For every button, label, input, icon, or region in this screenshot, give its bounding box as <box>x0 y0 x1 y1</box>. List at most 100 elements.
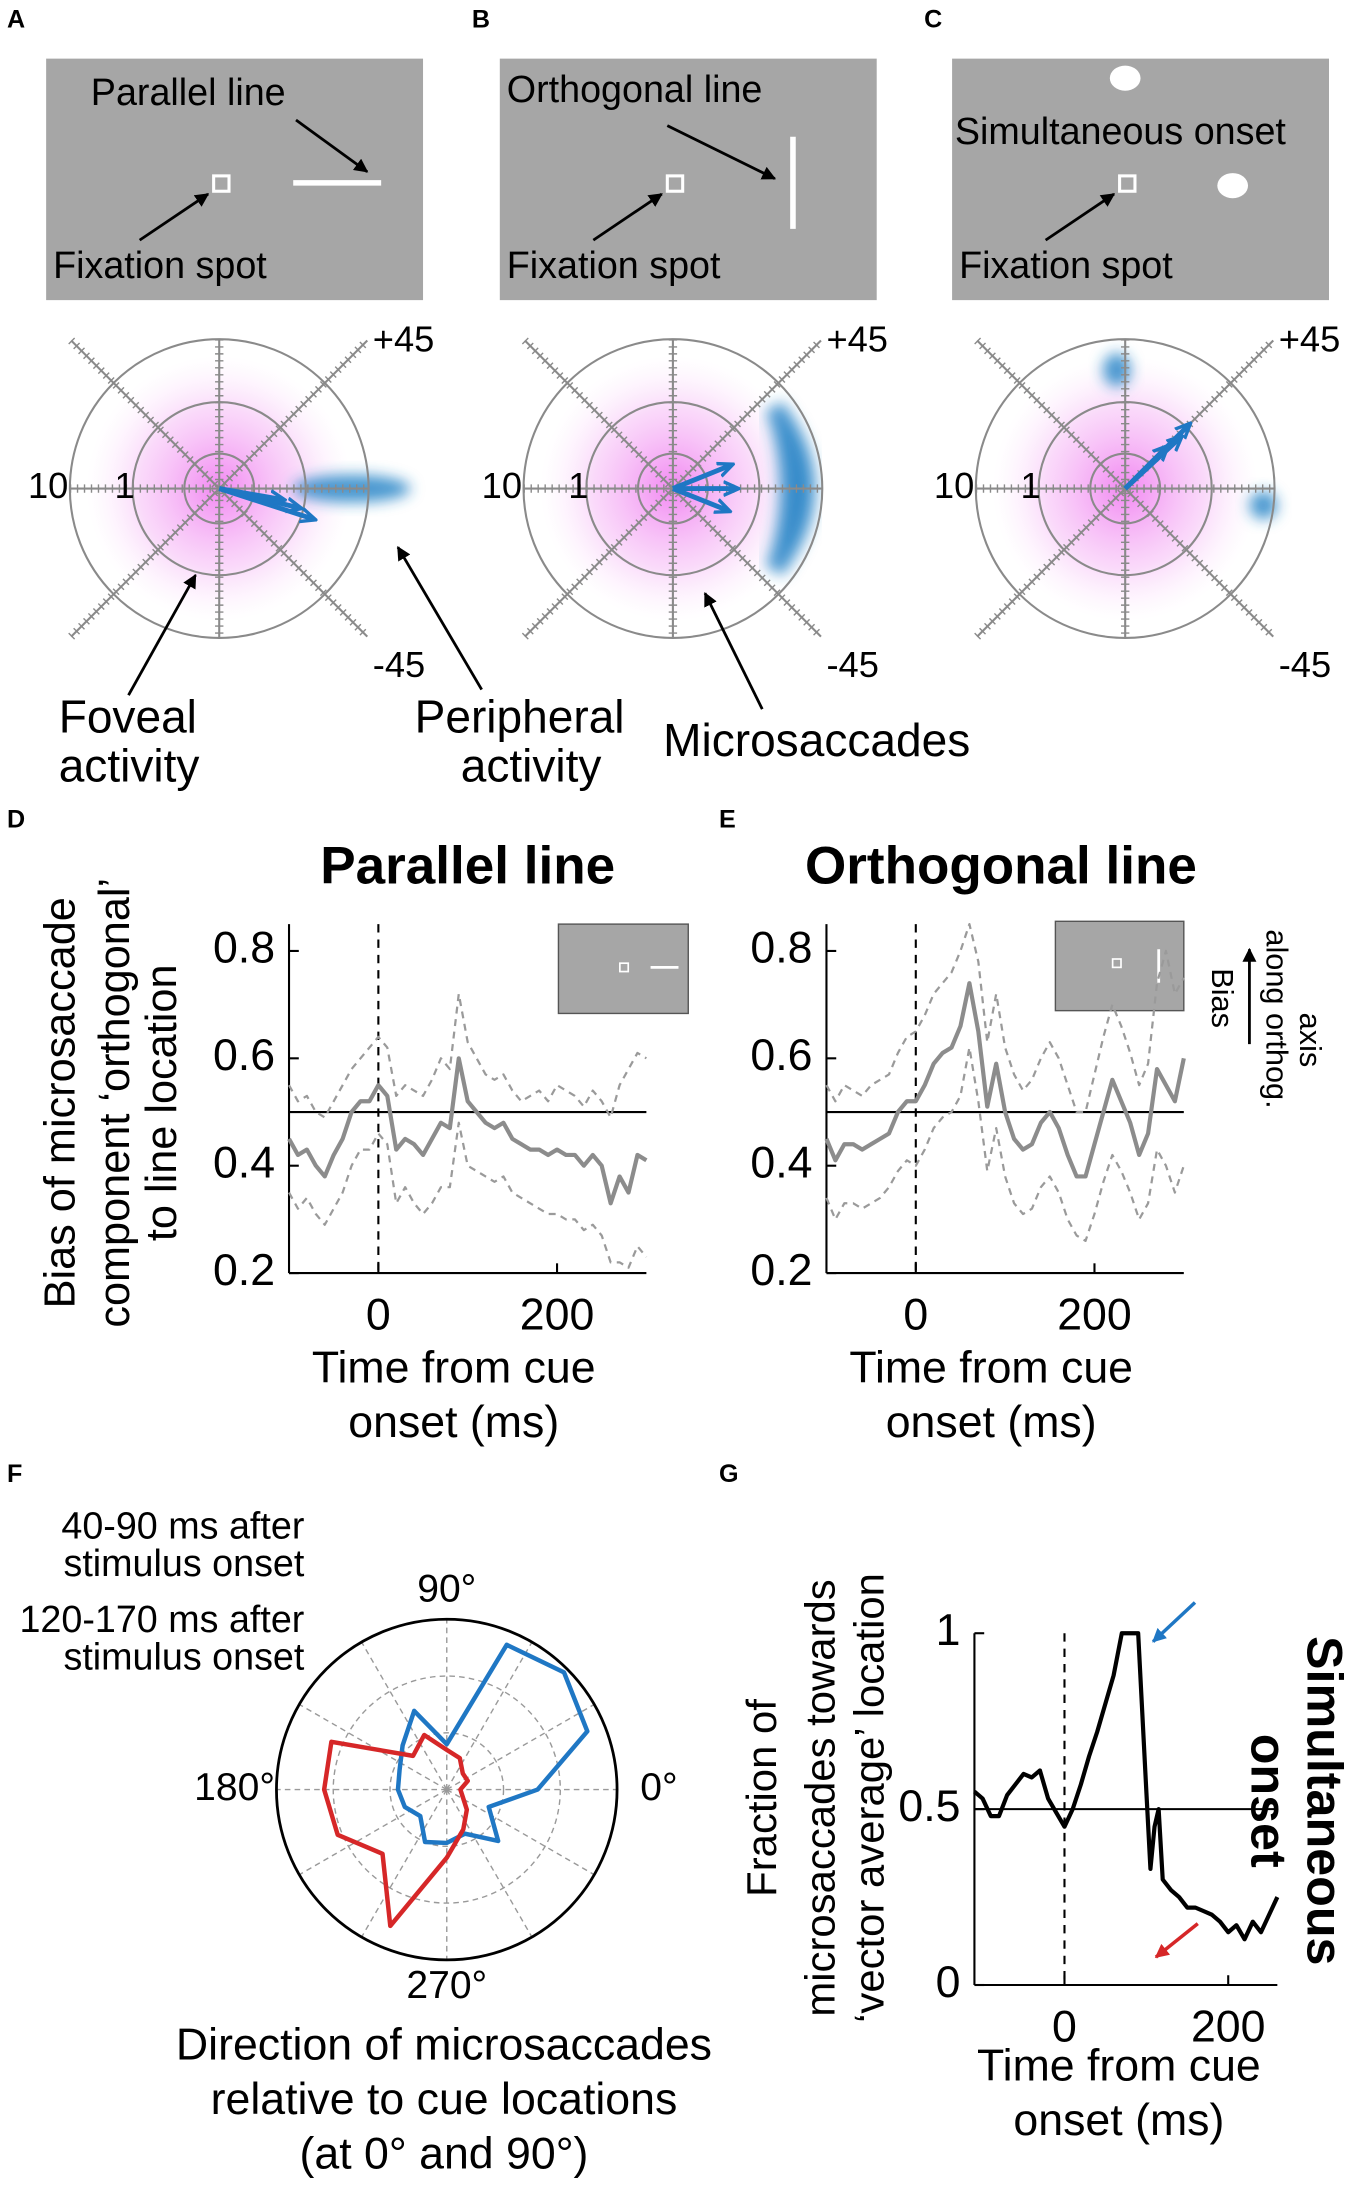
arrow <box>127 573 197 696</box>
fixation-label: Fixation spot <box>507 244 721 286</box>
side-label: Bias <box>1205 968 1240 1028</box>
y-axis-label: component ‘orthogonal’ <box>91 878 139 1328</box>
ring-label: 10 <box>482 465 522 506</box>
x-axis-label: onset (ms) <box>886 1398 1097 1447</box>
arrow <box>138 192 210 242</box>
x-axis-label: onset (ms) <box>348 1398 559 1447</box>
y-tick-label: 0.2 <box>750 1246 812 1295</box>
y-tick-label: 0 <box>936 1958 961 2007</box>
x-axis-label: Direction of microsaccades <box>176 2021 712 2070</box>
polar-frame <box>275 1617 619 1962</box>
data-line <box>825 1046 1185 1242</box>
theta-label: 90° <box>417 1568 476 1611</box>
y-axis-label: ‘vector average’ location <box>846 1573 893 2023</box>
ring-label: 10 <box>934 465 974 506</box>
angle-label: +45 <box>1279 319 1341 360</box>
note: activity <box>461 739 602 791</box>
y-axis-label: to line location <box>138 964 186 1241</box>
panel-letter: G <box>719 1460 739 1488</box>
stimulus-screen <box>46 58 424 301</box>
theta-grid <box>298 1788 448 1876</box>
stimulus-screen <box>952 58 1329 301</box>
ring-label: 1 <box>1020 465 1040 506</box>
x-tick-label: 0 <box>366 1291 391 1340</box>
arrow <box>218 486 283 500</box>
legend-entry: 40-90 ms after <box>61 1504 304 1546</box>
arrow <box>671 465 732 491</box>
data-line <box>824 981 1186 1179</box>
x-axis-label: Time from cue <box>849 1344 1133 1393</box>
note: activity <box>59 739 200 791</box>
stimulus-label: Orthogonal line <box>507 68 763 110</box>
y-tick-label: 0.5 <box>898 1782 960 1831</box>
legend-entry: 120-170 ms after <box>19 1598 304 1640</box>
arrow <box>703 592 764 710</box>
stimulus-dot <box>1109 65 1141 91</box>
angle-label: -45 <box>826 644 878 685</box>
theta-grid <box>361 1789 448 1938</box>
theta-grid <box>446 1789 533 1938</box>
red-arrow <box>1154 1922 1199 1959</box>
legend-entry: stimulus onset <box>63 1542 304 1584</box>
y-axis-label: Fraction of <box>738 1699 785 1897</box>
note: Foveal <box>59 690 197 742</box>
side-label: axis <box>1293 1013 1328 1068</box>
x-axis-label: (at 0° and 90°) <box>300 2130 589 2179</box>
x-tick-label: 0 <box>903 1291 928 1340</box>
y-tick-label: 0.8 <box>213 924 275 973</box>
y-tick-label: 0.4 <box>213 1139 275 1188</box>
stimulus-dot <box>1217 173 1249 199</box>
data-line <box>973 1631 1280 1942</box>
y-tick-label: 0.8 <box>750 924 812 973</box>
arrow <box>1044 192 1116 242</box>
stimulus-label: Parallel line <box>91 71 286 113</box>
y-tick-label: 1 <box>936 1606 961 1655</box>
arrow <box>396 545 483 691</box>
r-grid <box>332 1675 561 1904</box>
fixation-square <box>1118 174 1137 193</box>
arrow <box>671 486 729 511</box>
arrow <box>295 118 369 173</box>
panel-letter: E <box>719 805 736 833</box>
angle-label: +45 <box>373 319 435 360</box>
panel-letter: A <box>7 6 25 34</box>
angle-label: -45 <box>1279 644 1331 685</box>
x-tick-label: 200 <box>1191 2002 1266 2051</box>
y-tick-label: 0.6 <box>750 1031 812 1080</box>
panel-letter: D <box>7 805 25 833</box>
theta-label: 270° <box>406 1964 487 2007</box>
stimulus-label: Simultaneous onset <box>955 110 1287 152</box>
inset-e <box>1054 920 1185 1012</box>
theta-grid <box>446 1703 595 1791</box>
data-line <box>287 1056 648 1206</box>
x-axis-label: relative to cue locations <box>211 2075 678 2124</box>
ring-label: 1 <box>568 465 588 506</box>
note: Microsaccades <box>663 714 970 766</box>
panel-letter: B <box>472 6 490 34</box>
fixation-label: Fixation spot <box>53 244 267 286</box>
data-line <box>288 1121 648 1269</box>
ring-label: 10 <box>28 465 68 506</box>
y-tick-label: 0.4 <box>750 1139 812 1188</box>
angle-label: -45 <box>373 644 425 685</box>
chart-title: Simultaneous <box>1296 1636 1350 1965</box>
data-line <box>825 922 1185 1114</box>
theta-grid <box>361 1641 448 1790</box>
angle-label: +45 <box>826 319 888 360</box>
theta-label: 180° <box>194 1766 275 1809</box>
inset-d <box>557 923 689 1015</box>
polar-line <box>321 1732 470 1929</box>
x-axis-label: Time from cue <box>312 1344 596 1393</box>
y-tick-label: 0.6 <box>213 1031 275 1080</box>
data-line <box>288 992 647 1119</box>
stimulus-screen <box>499 58 877 301</box>
peripheral-activity <box>1249 491 1278 520</box>
y-axis-label: Bias of microsaccade <box>36 897 84 1308</box>
note: Peripheral <box>415 690 625 742</box>
x-axis-label: Time from cue <box>977 2042 1261 2091</box>
y-tick-label: 0.2 <box>213 1246 275 1295</box>
legend-entry: stimulus onset <box>63 1636 304 1678</box>
chart-title: onset <box>1240 1734 1296 1868</box>
